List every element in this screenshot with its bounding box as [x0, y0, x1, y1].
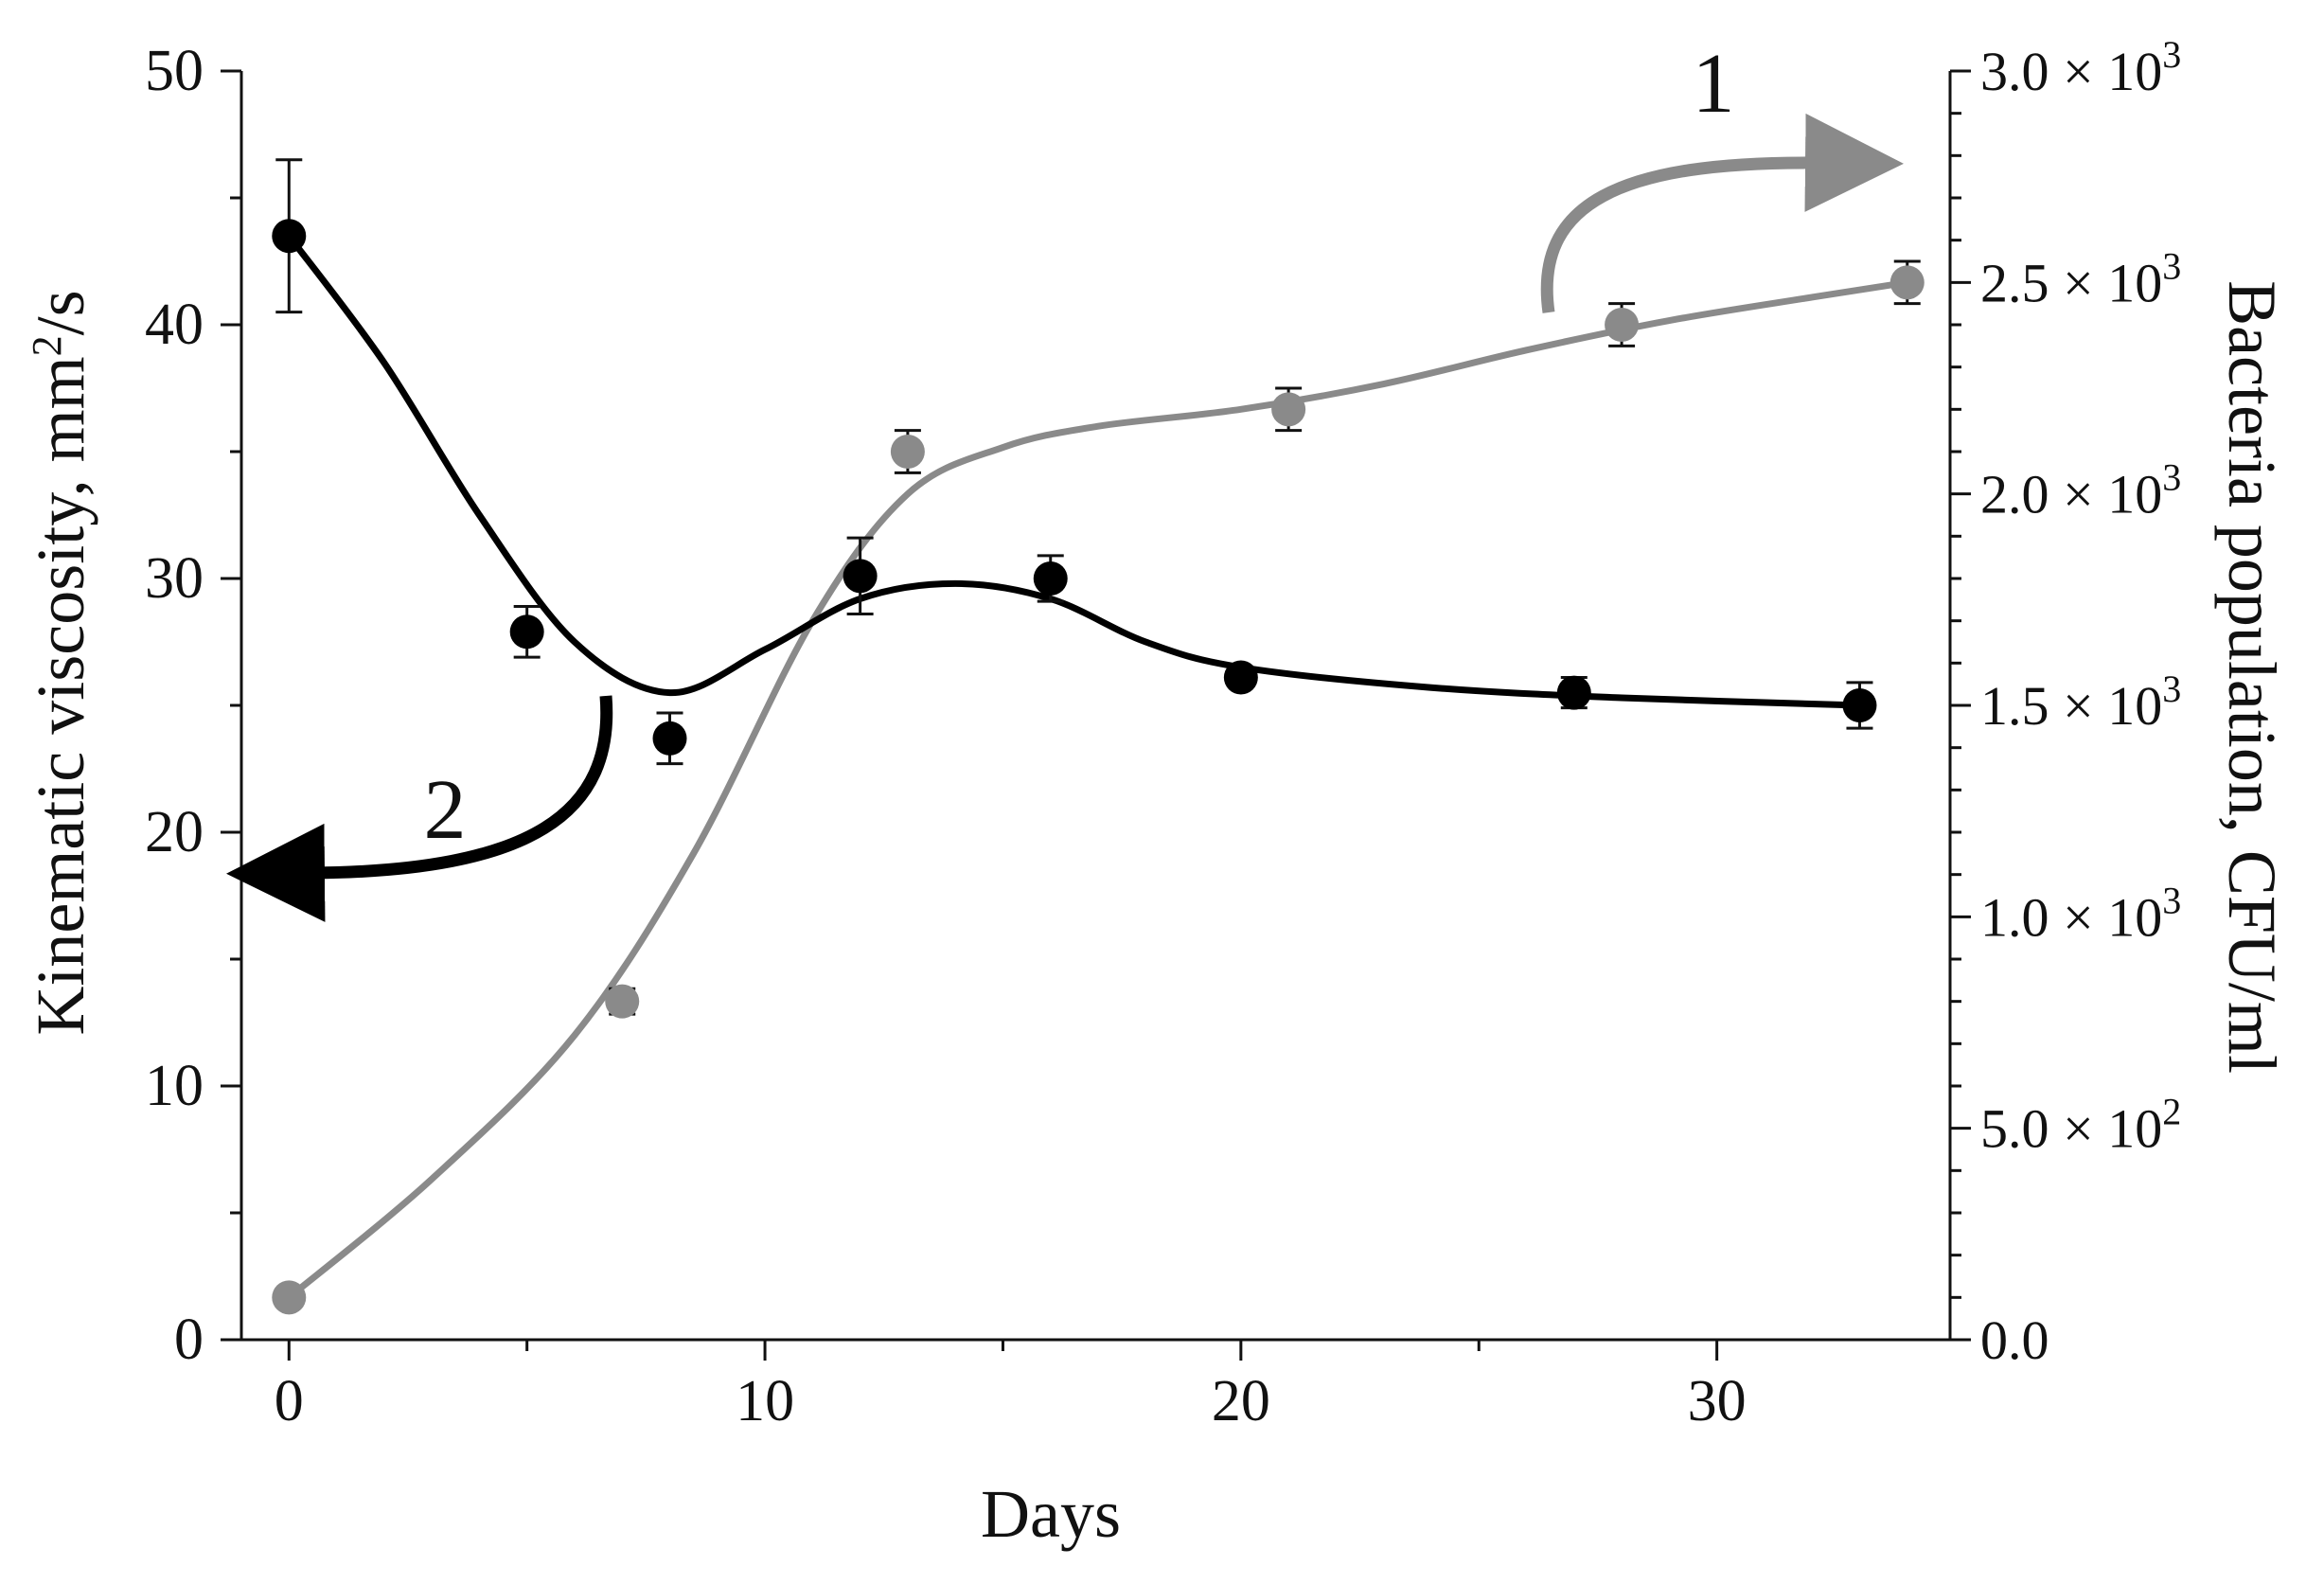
y-right-tick-exponent: 2: [2162, 1091, 2181, 1133]
y-right-tick-exponent: 3: [2162, 244, 2181, 287]
y-left-tick-label: 10: [145, 1054, 204, 1118]
data-point: [1271, 392, 1306, 427]
y-left-axis-title-sup: 2: [24, 335, 70, 356]
y-left-axis-title: Kinematic viscosity, mm2/s: [23, 290, 98, 1035]
curve-label-2: 2: [424, 763, 467, 857]
axes: [239, 71, 1952, 1342]
y-right-tick-exponent: 3: [2162, 667, 2181, 710]
series-1-fit-line: [287, 278, 1908, 1301]
y-right-axis-title: Bacteria population, CFU/ml: [2214, 280, 2290, 1074]
y-left-tick-label: 20: [145, 800, 204, 864]
y-right-tick-base: × 10: [2063, 41, 2162, 102]
x-tick-label: 10: [736, 1369, 794, 1433]
y-right-tick-mantissa: 1.0: [1980, 886, 2063, 948]
y-left-tick-label: 0: [174, 1308, 204, 1372]
y-right-tick-label: 3.0 × 103: [1980, 33, 2181, 102]
y-right-tick-exponent: 3: [2162, 456, 2181, 499]
y-right-tick-label: 0.0: [1980, 1309, 2049, 1371]
data-point: [843, 559, 878, 594]
y-right-tick-mantissa: 5.0: [1980, 1098, 2063, 1160]
data-point: [890, 435, 925, 469]
arrow-to-right-axis: [1540, 113, 1904, 313]
y-left-tick-label: 50: [145, 39, 204, 103]
x-axis-title: Days: [981, 1476, 1121, 1552]
series-2-fit-line: [286, 234, 1860, 709]
data-point: [605, 984, 640, 1019]
y-right-tick-label: 1.0 × 103: [1980, 879, 2181, 948]
y-right-tick-base: × 10: [2063, 886, 2162, 948]
data-point: [1889, 265, 1925, 300]
data-point: [652, 721, 687, 756]
y-right-tick-mantissa: 1.5: [1980, 675, 2063, 737]
y-left-axis-title-tail: /s: [23, 290, 98, 335]
series-2: [272, 158, 1877, 766]
x-tick-label: 0: [275, 1369, 304, 1433]
data-point: [272, 1280, 307, 1315]
data-point: [1556, 675, 1591, 710]
x-tick-label: 20: [1212, 1369, 1270, 1433]
y-right-tick-exponent: 3: [2162, 879, 2181, 921]
y-left-tick-label: 30: [145, 546, 204, 611]
y-right-tick-exponent: 3: [2162, 33, 2181, 76]
y-right-tick-base: × 10: [2063, 1098, 2162, 1160]
series-layer: [272, 158, 1925, 1315]
y-right-tick-mantissa: 2.5: [1980, 252, 2063, 313]
series-1: [272, 259, 1925, 1315]
y-left-axis-title-main: Kinematic viscosity, mm: [23, 356, 98, 1035]
y-right-tick-label: 1.5 × 103: [1980, 667, 2181, 737]
y-left-tick-label: 40: [145, 293, 204, 357]
x-tick-label: 30: [1688, 1369, 1747, 1433]
data-point: [1223, 660, 1258, 695]
y-right-tick-label: 2.0 × 103: [1980, 456, 2181, 525]
y-right-tick-mantissa: 3.0: [1980, 41, 2063, 102]
data-point: [1605, 308, 1640, 342]
y-right-tick-base: × 10: [2063, 252, 2162, 313]
y-right-tick-label: 5.0 × 102: [1980, 1091, 2181, 1160]
y-right-tick-mantissa: 2.0: [1980, 464, 2063, 525]
y-right-tick-base: × 10: [2063, 464, 2162, 525]
y-right-tick-label: 2.5 × 103: [1980, 244, 2181, 313]
y-right-tick-base: × 10: [2063, 675, 2162, 737]
curve-label-1: 1: [1693, 37, 1735, 131]
data-point: [1033, 561, 1068, 596]
data-point: [1842, 688, 1877, 722]
data-point: [509, 614, 544, 650]
data-point: [272, 219, 307, 254]
arrow-to-left-axis: [226, 695, 613, 922]
